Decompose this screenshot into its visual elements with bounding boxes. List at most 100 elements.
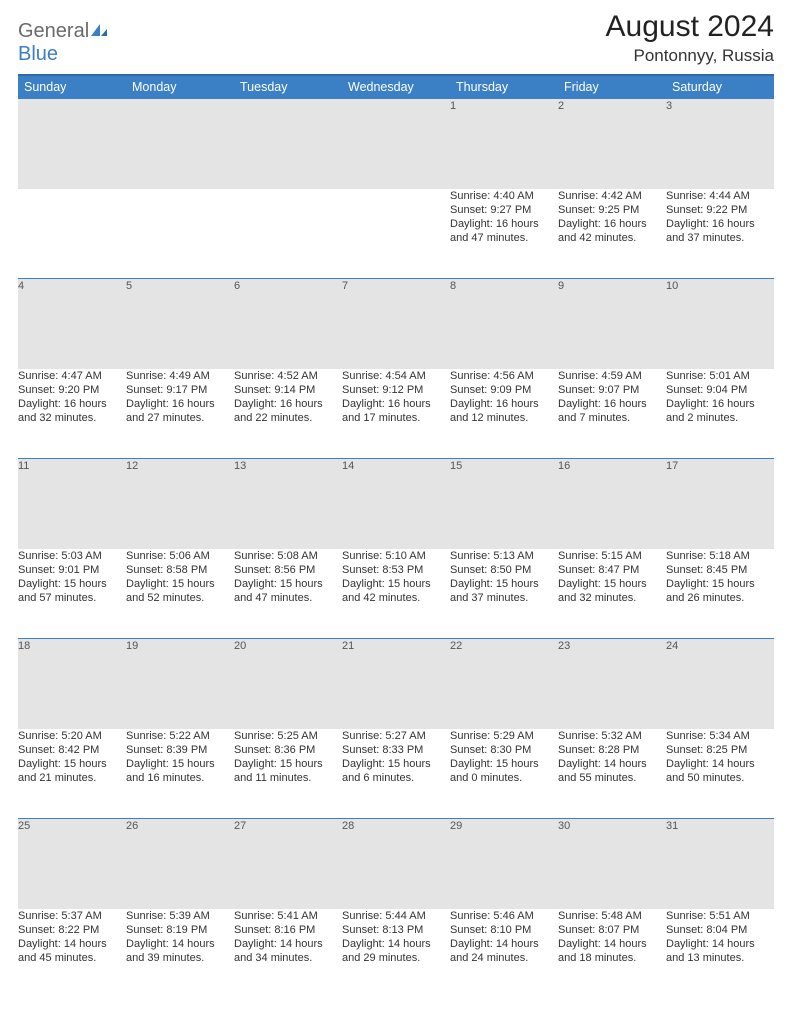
daylight-text: Daylight: 14 hours and 39 minutes.	[126, 937, 234, 966]
day-content-cell: Sunrise: 5:06 AMSunset: 8:58 PMDaylight:…	[126, 549, 234, 639]
daylight-text: Daylight: 15 hours and 11 minutes.	[234, 757, 342, 786]
daylight-text: Daylight: 15 hours and 37 minutes.	[450, 577, 558, 606]
day-number-row: 18192021222324	[18, 639, 774, 729]
sunset-text: Sunset: 8:22 PM	[18, 923, 126, 937]
logo: General Blue	[18, 10, 108, 66]
daylight-text: Daylight: 15 hours and 16 minutes.	[126, 757, 234, 786]
day-number-cell: 3	[666, 99, 774, 189]
day-number-cell: 7	[342, 279, 450, 369]
daylight-text: Daylight: 14 hours and 45 minutes.	[18, 937, 126, 966]
sunrise-text: Sunrise: 5:44 AM	[342, 909, 450, 923]
day-number-row: 11121314151617	[18, 459, 774, 549]
sunset-text: Sunset: 8:47 PM	[558, 563, 666, 577]
day-number-cell	[126, 99, 234, 189]
sunrise-text: Sunrise: 4:47 AM	[18, 369, 126, 383]
day-content-cell: Sunrise: 5:27 AMSunset: 8:33 PMDaylight:…	[342, 729, 450, 819]
daylight-text: Daylight: 14 hours and 18 minutes.	[558, 937, 666, 966]
sunset-text: Sunset: 8:45 PM	[666, 563, 774, 577]
sunrise-text: Sunrise: 5:46 AM	[450, 909, 558, 923]
day-content-cell: Sunrise: 5:29 AMSunset: 8:30 PMDaylight:…	[450, 729, 558, 819]
sunrise-text: Sunrise: 5:27 AM	[342, 729, 450, 743]
day-content-cell: Sunrise: 5:44 AMSunset: 8:13 PMDaylight:…	[342, 909, 450, 999]
day-number-cell: 18	[18, 639, 126, 729]
day-content-cell: Sunrise: 5:32 AMSunset: 8:28 PMDaylight:…	[558, 729, 666, 819]
sunrise-text: Sunrise: 4:42 AM	[558, 189, 666, 203]
sunrise-text: Sunrise: 4:56 AM	[450, 369, 558, 383]
daylight-text: Daylight: 16 hours and 2 minutes.	[666, 397, 774, 426]
sunrise-text: Sunrise: 5:01 AM	[666, 369, 774, 383]
daylight-text: Daylight: 15 hours and 42 minutes.	[342, 577, 450, 606]
daylight-text: Daylight: 16 hours and 47 minutes.	[450, 217, 558, 246]
weekday-header-cell: Sunday	[18, 75, 126, 99]
sunset-text: Sunset: 8:04 PM	[666, 923, 774, 937]
day-number-cell: 2	[558, 99, 666, 189]
day-number-row: 123	[18, 99, 774, 189]
day-number-cell	[342, 99, 450, 189]
sunrise-text: Sunrise: 4:40 AM	[450, 189, 558, 203]
day-content-cell: Sunrise: 5:20 AMSunset: 8:42 PMDaylight:…	[18, 729, 126, 819]
sunset-text: Sunset: 8:39 PM	[126, 743, 234, 757]
sunset-text: Sunset: 8:56 PM	[234, 563, 342, 577]
sunset-text: Sunset: 8:36 PM	[234, 743, 342, 757]
sunrise-text: Sunrise: 5:25 AM	[234, 729, 342, 743]
day-number-cell: 31	[666, 819, 774, 909]
day-number-cell: 20	[234, 639, 342, 729]
daylight-text: Daylight: 14 hours and 34 minutes.	[234, 937, 342, 966]
sunset-text: Sunset: 9:20 PM	[18, 383, 126, 397]
day-number-cell: 12	[126, 459, 234, 549]
day-content-cell: Sunrise: 4:54 AMSunset: 9:12 PMDaylight:…	[342, 369, 450, 459]
day-content-cell: Sunrise: 5:13 AMSunset: 8:50 PMDaylight:…	[450, 549, 558, 639]
daylight-text: Daylight: 15 hours and 52 minutes.	[126, 577, 234, 606]
sunrise-text: Sunrise: 4:59 AM	[558, 369, 666, 383]
sunrise-text: Sunrise: 5:18 AM	[666, 549, 774, 563]
daylight-text: Daylight: 16 hours and 7 minutes.	[558, 397, 666, 426]
sunrise-text: Sunrise: 5:51 AM	[666, 909, 774, 923]
sunrise-text: Sunrise: 5:22 AM	[126, 729, 234, 743]
sunset-text: Sunset: 8:16 PM	[234, 923, 342, 937]
sunrise-text: Sunrise: 5:39 AM	[126, 909, 234, 923]
logo-word2: Blue	[18, 43, 58, 65]
daylight-text: Daylight: 14 hours and 50 minutes.	[666, 757, 774, 786]
daylight-text: Daylight: 15 hours and 57 minutes.	[18, 577, 126, 606]
daylight-text: Daylight: 16 hours and 22 minutes.	[234, 397, 342, 426]
day-content-row: Sunrise: 4:47 AMSunset: 9:20 PMDaylight:…	[18, 369, 774, 459]
day-number-cell: 8	[450, 279, 558, 369]
daylight-text: Daylight: 16 hours and 17 minutes.	[342, 397, 450, 426]
sunset-text: Sunset: 9:27 PM	[450, 203, 558, 217]
day-content-cell	[342, 189, 450, 279]
logo-sail-icon	[90, 20, 108, 43]
title-block: August 2024 Pontonnyy, Russia	[606, 10, 774, 66]
page-title: August 2024	[606, 10, 774, 44]
daylight-text: Daylight: 15 hours and 6 minutes.	[342, 757, 450, 786]
sunset-text: Sunset: 8:30 PM	[450, 743, 558, 757]
day-content-cell	[234, 189, 342, 279]
weekday-header-cell: Thursday	[450, 75, 558, 99]
sunrise-text: Sunrise: 4:44 AM	[666, 189, 774, 203]
daylight-text: Daylight: 14 hours and 13 minutes.	[666, 937, 774, 966]
day-number-cell: 28	[342, 819, 450, 909]
day-content-cell: Sunrise: 5:03 AMSunset: 9:01 PMDaylight:…	[18, 549, 126, 639]
weekday-header-cell: Tuesday	[234, 75, 342, 99]
day-number-cell: 9	[558, 279, 666, 369]
sunset-text: Sunset: 9:22 PM	[666, 203, 774, 217]
weekday-header-cell: Friday	[558, 75, 666, 99]
day-content-cell: Sunrise: 4:56 AMSunset: 9:09 PMDaylight:…	[450, 369, 558, 459]
sunset-text: Sunset: 8:19 PM	[126, 923, 234, 937]
daylight-text: Daylight: 16 hours and 27 minutes.	[126, 397, 234, 426]
day-number-cell: 23	[558, 639, 666, 729]
daylight-text: Daylight: 14 hours and 24 minutes.	[450, 937, 558, 966]
sunset-text: Sunset: 8:50 PM	[450, 563, 558, 577]
calendar-page: General Blue August 2024 Pontonnyy, Russ…	[0, 0, 792, 1009]
daylight-text: Daylight: 15 hours and 47 minutes.	[234, 577, 342, 606]
day-number-cell: 14	[342, 459, 450, 549]
day-content-row: Sunrise: 5:03 AMSunset: 9:01 PMDaylight:…	[18, 549, 774, 639]
day-number-cell: 19	[126, 639, 234, 729]
sunset-text: Sunset: 8:42 PM	[18, 743, 126, 757]
day-content-cell: Sunrise: 5:18 AMSunset: 8:45 PMDaylight:…	[666, 549, 774, 639]
sunrise-text: Sunrise: 5:48 AM	[558, 909, 666, 923]
day-number-cell: 29	[450, 819, 558, 909]
day-content-cell: Sunrise: 4:40 AMSunset: 9:27 PMDaylight:…	[450, 189, 558, 279]
day-number-cell: 17	[666, 459, 774, 549]
sunset-text: Sunset: 8:53 PM	[342, 563, 450, 577]
day-number-cell: 11	[18, 459, 126, 549]
